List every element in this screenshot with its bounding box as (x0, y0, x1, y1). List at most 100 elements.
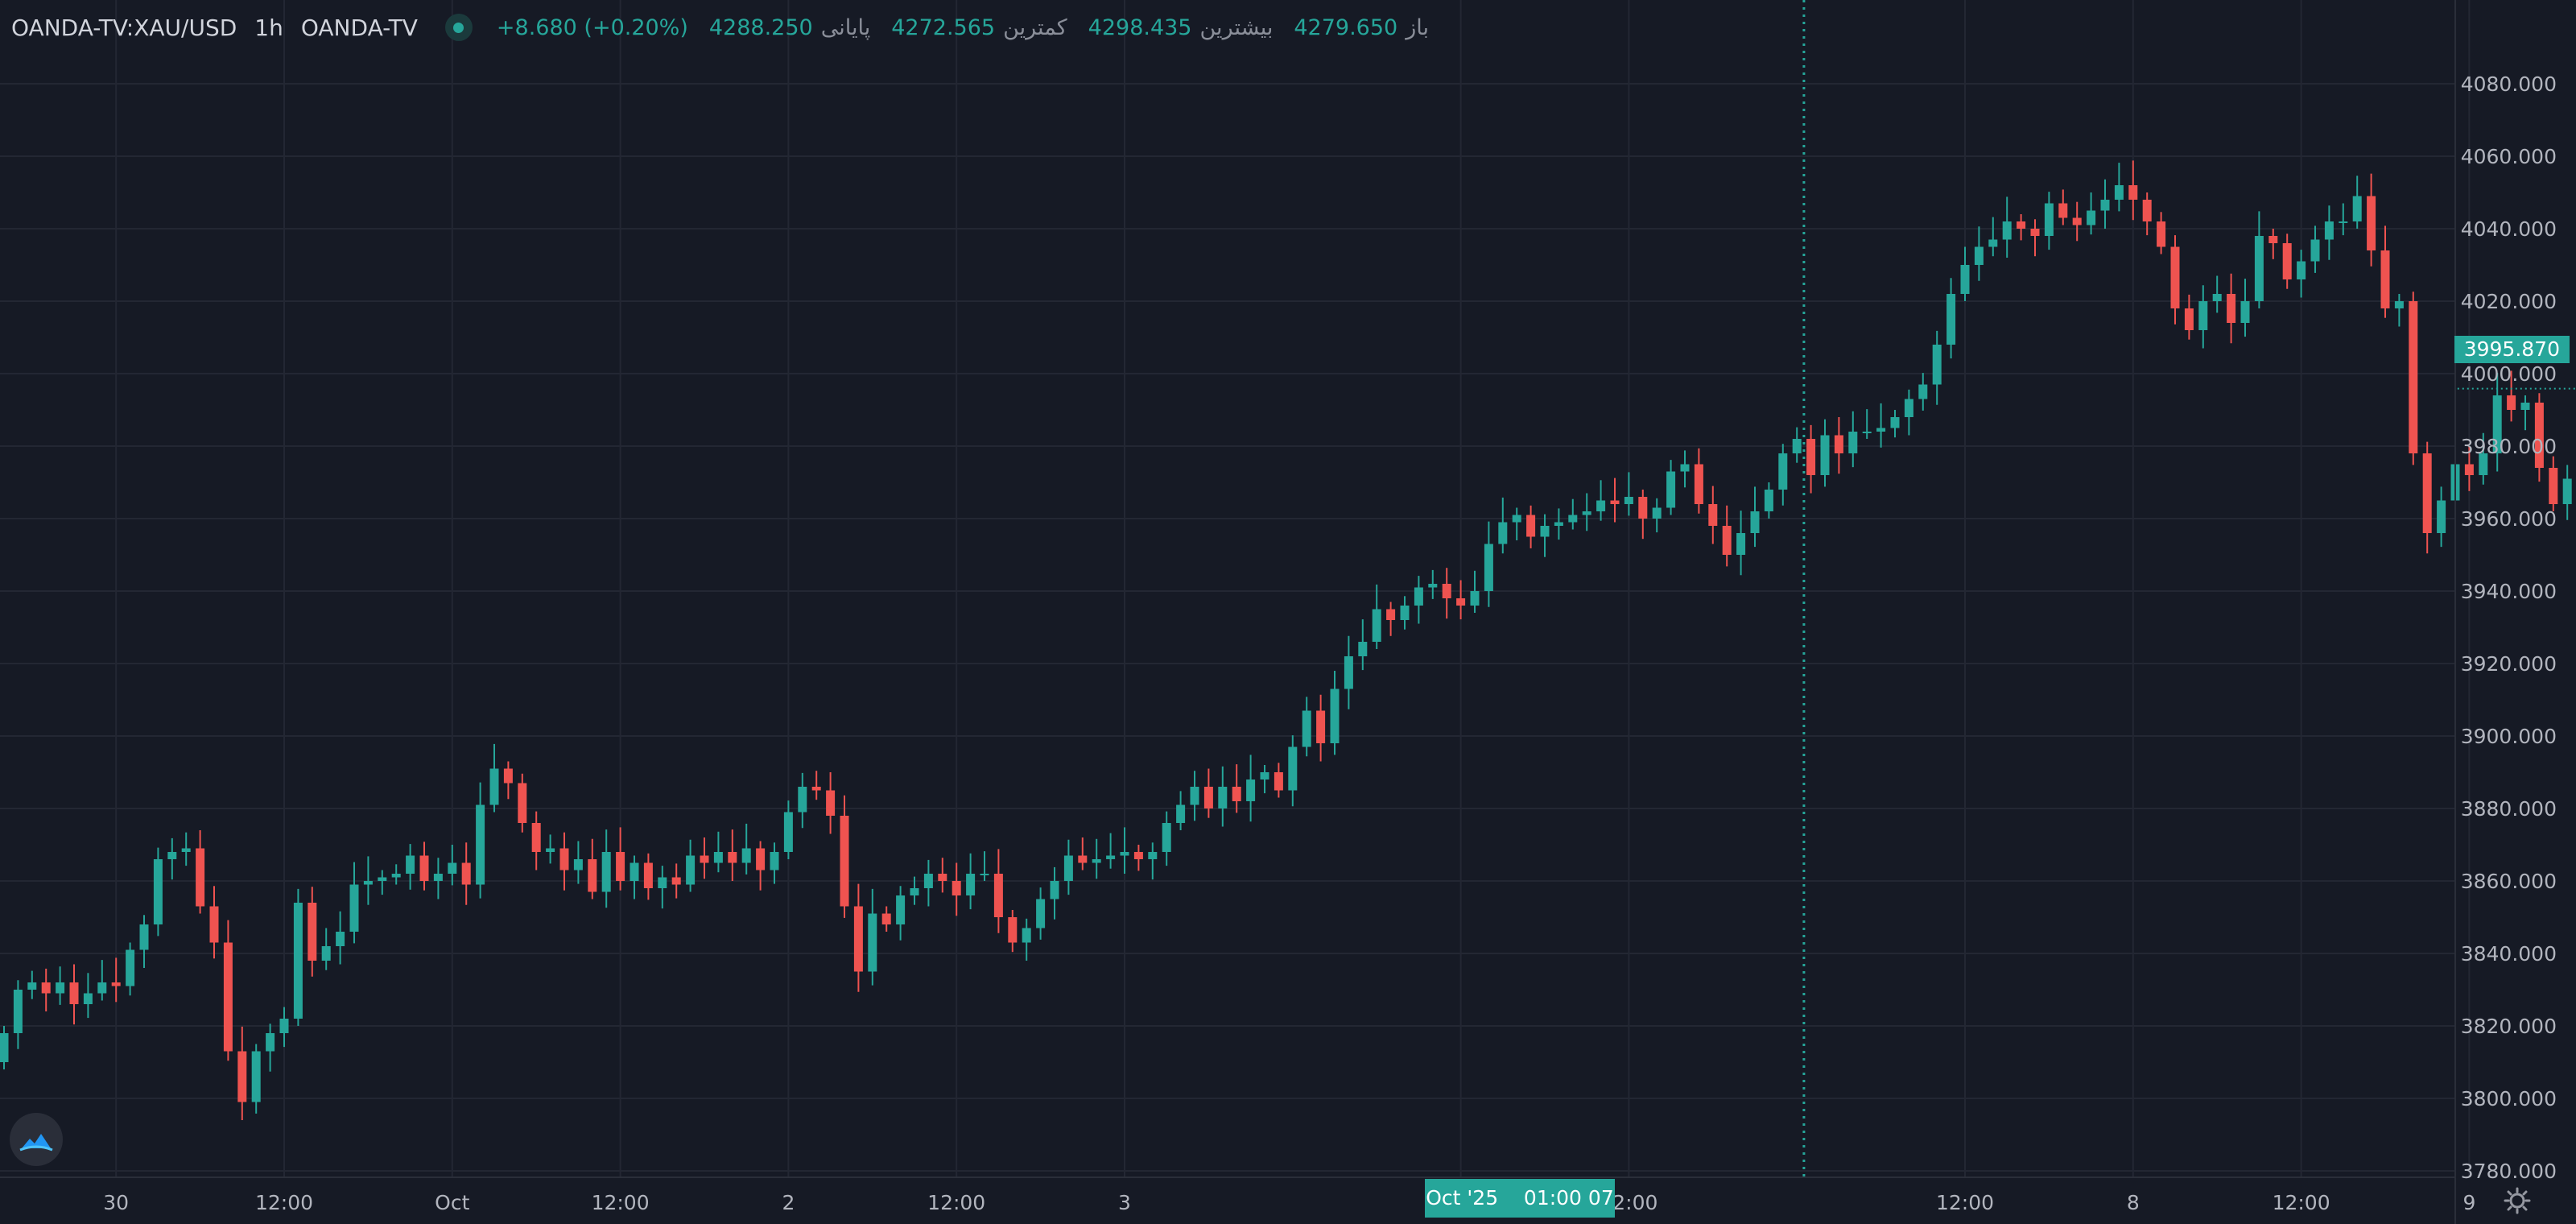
candle (41, 968, 51, 1011)
candle (2114, 163, 2124, 212)
candle (1162, 811, 1171, 866)
candle (1918, 373, 1928, 411)
candle (378, 870, 387, 895)
candle (2044, 192, 2054, 250)
candle (1036, 887, 1046, 940)
candle (2297, 250, 2306, 298)
candle (1876, 403, 1886, 448)
candle (237, 1026, 247, 1120)
candle (2170, 235, 2180, 325)
candle (153, 847, 163, 937)
y-tick-label: 4040.000 (2461, 217, 2557, 241)
candle (1792, 427, 1802, 463)
candle (993, 849, 1003, 933)
x-tick-label: 12:00 (255, 1191, 313, 1214)
candle (1680, 450, 1690, 488)
candle (406, 844, 415, 890)
crosshair-time-tag: Oct '25 01:00 07 (1425, 1179, 1615, 1218)
ohlc-legend: باز 4279.650 بیشترین 4298.435 کمترین 427… (497, 15, 1429, 40)
candle (2030, 219, 2040, 257)
candle (881, 906, 891, 932)
high-value: 4298.435 (1088, 14, 1192, 40)
candle (770, 842, 779, 884)
candle (1554, 508, 1563, 540)
candle (756, 841, 766, 891)
y-tick-label: 3920.000 (2461, 652, 2557, 676)
candle (671, 863, 681, 899)
candle (741, 823, 751, 875)
candle (1988, 217, 1998, 257)
y-tick-label: 3780.000 (2461, 1160, 2557, 1183)
x-tick-label: 30 (103, 1191, 129, 1214)
x-tick-label: 8 (2127, 1191, 2140, 1214)
candle (1512, 507, 1521, 540)
market-status-icon[interactable] (444, 14, 473, 41)
y-tick-label: 3820.000 (2461, 1015, 2557, 1038)
candle (1568, 498, 1578, 530)
x-tick-label: 12:00 (592, 1191, 650, 1214)
candle (1596, 480, 1606, 521)
candle (419, 842, 429, 891)
candle (1540, 514, 1550, 557)
gear-icon[interactable] (2504, 1187, 2531, 1214)
candle (2282, 234, 2292, 289)
candle (853, 883, 863, 992)
candles-series (0, 160, 2572, 1120)
crosshair-date: Oct '25 (1426, 1186, 1499, 1210)
change-value: +8.680 (+0.20%) (496, 14, 688, 40)
candle (1666, 460, 1676, 515)
candle (910, 876, 919, 905)
candle (1708, 486, 1718, 544)
y-tick-label: 3940.000 (2461, 580, 2557, 603)
crosshair-time: 01:00 07 (1523, 1186, 1614, 1210)
tradingview-cloud-icon[interactable] (10, 1113, 63, 1166)
candle (2549, 456, 2558, 511)
candle (461, 842, 471, 905)
candle (0, 1026, 9, 1069)
candle (2437, 486, 2446, 548)
candle (27, 970, 37, 999)
candle (1260, 765, 1269, 794)
candle (2100, 179, 2110, 229)
candle (1176, 791, 1186, 830)
candle (69, 964, 79, 1025)
chart-grid (0, 0, 2471, 1177)
candle (2367, 173, 2376, 267)
candle (139, 915, 149, 968)
crosshair (1802, 0, 2576, 1177)
candle (1456, 580, 1466, 620)
candle (2310, 225, 2320, 273)
candle (196, 830, 205, 914)
candle (546, 834, 555, 864)
candle (1400, 596, 1410, 630)
exchange-label: OANDA-TV (300, 14, 418, 41)
candle (1078, 837, 1088, 870)
symbol-name[interactable]: OANDA-TV:XAU/USD (11, 14, 237, 41)
candle (1372, 584, 1381, 649)
candle (952, 862, 961, 916)
candle (1316, 694, 1326, 762)
candle (2072, 201, 2082, 242)
y-tick-label: 4080.000 (2461, 72, 2557, 96)
candle (826, 772, 836, 834)
current-price-tag: 3995.870 (2454, 336, 2570, 363)
candle (2562, 465, 2572, 520)
candle (1736, 511, 1746, 576)
candle (2422, 441, 2432, 554)
candle (1946, 278, 1956, 359)
interval-label[interactable]: 1h (254, 14, 283, 41)
y-tick-label: 3900.000 (2461, 725, 2557, 748)
candle (700, 837, 709, 879)
y-tick-label: 3980.000 (2461, 435, 2557, 458)
candle (363, 856, 373, 905)
candle (573, 841, 583, 884)
candle (1050, 866, 1059, 920)
candle (223, 920, 233, 1061)
candle (938, 858, 947, 893)
candle (1442, 568, 1451, 619)
candle (13, 980, 23, 1049)
candle (588, 838, 597, 899)
candle (1246, 755, 1256, 822)
